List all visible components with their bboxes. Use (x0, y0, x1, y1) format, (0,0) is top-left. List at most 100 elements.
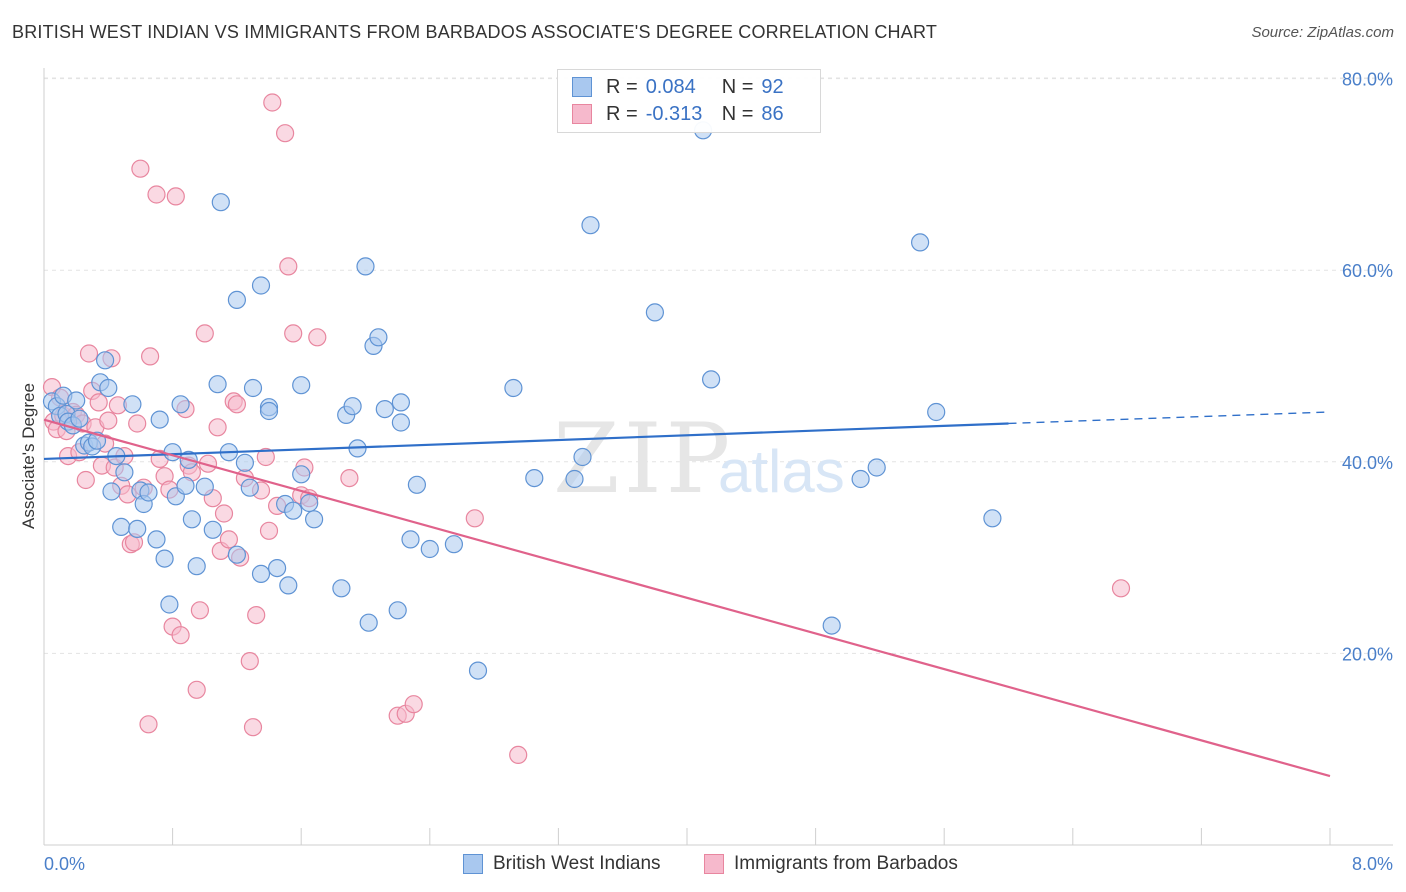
point-immigrants-barbados (404, 695, 423, 714)
y-tick-label: 60.0% (1342, 261, 1393, 281)
point-british-west-indians (102, 482, 121, 501)
legend-n-value: 86 (761, 102, 784, 125)
legend-n-label: N = (721, 102, 754, 125)
point-immigrants-barbados (131, 159, 150, 178)
point-british-west-indians (573, 447, 592, 467)
point-british-west-indians (284, 501, 303, 520)
point-british-west-indians (128, 519, 147, 539)
y-tick-labels: 20.0% 40.0% 60.0% 80.0% (1342, 70, 1393, 665)
point-immigrants-barbados (166, 187, 185, 206)
point-immigrants-barbados (509, 745, 528, 765)
trend-line-blue (43, 422, 1009, 461)
point-british-west-indians (123, 395, 142, 414)
point-british-west-indians (504, 378, 523, 398)
point-british-west-indians (227, 545, 246, 564)
legend-n-label: N = (721, 75, 754, 98)
point-british-west-indians (701, 370, 721, 389)
point-british-west-indians (70, 409, 89, 428)
point-british-west-indians (227, 290, 246, 309)
legend-swatch-blue (572, 77, 592, 97)
legend-r-label: R = (606, 75, 638, 98)
point-british-west-indians (356, 257, 375, 276)
point-british-west-indians (983, 509, 1002, 528)
point-british-west-indians (95, 351, 115, 370)
point-immigrants-barbados (240, 651, 259, 671)
point-british-west-indians (822, 616, 841, 635)
point-immigrants-barbados (284, 324, 303, 343)
point-immigrants-barbados (259, 521, 279, 540)
point-immigrants-barbados (195, 324, 214, 343)
legend-n-value: 92 (761, 75, 784, 98)
point-immigrants-barbados (187, 680, 206, 699)
point-british-west-indians (369, 328, 388, 347)
point-british-west-indians (268, 558, 287, 578)
point-british-west-indians (240, 478, 259, 497)
point-british-west-indians (99, 378, 118, 398)
point-immigrants-barbados (340, 469, 359, 488)
point-british-west-indians (525, 469, 544, 488)
y-tick-label: 80.0% (1342, 70, 1393, 90)
point-british-west-indians (468, 661, 488, 680)
point-british-west-indians (292, 376, 311, 395)
y-axis-label: Associate's Degree (19, 383, 38, 529)
point-british-west-indians (391, 393, 410, 412)
point-british-west-indians (251, 564, 271, 584)
point-british-west-indians (867, 458, 886, 477)
point-immigrants-barbados (214, 504, 234, 523)
point-british-west-indians (645, 303, 665, 322)
x-tick-labels: 0.0% 8.0% (44, 854, 1393, 874)
point-british-west-indians (211, 193, 230, 212)
point-immigrants-barbados (227, 395, 246, 414)
point-immigrants-barbados (141, 347, 160, 366)
point-british-west-indians (581, 216, 600, 235)
point-immigrants-barbados (1111, 579, 1131, 598)
point-immigrants-barbados (247, 605, 266, 625)
point-british-west-indians (910, 233, 930, 252)
axes (43, 68, 1393, 846)
x-tick-label: 8.0% (1352, 854, 1393, 874)
point-british-west-indians (182, 510, 201, 529)
chart-title: BRITISH WEST INDIAN VS IMMIGRANTS FROM B… (12, 22, 938, 42)
series-label-blue: British West Indians (493, 853, 661, 874)
legend-r-label: R = (606, 102, 638, 125)
point-immigrants-barbados (79, 344, 99, 363)
point-british-west-indians (243, 378, 263, 398)
point-british-west-indians (208, 375, 227, 394)
legend-row-blue: R = 0.084 N = 92 (572, 75, 784, 99)
point-immigrants-barbados (76, 470, 95, 490)
trend-lines (43, 411, 1331, 778)
point-british-west-indians (391, 413, 410, 432)
trend-line-blue-extension (1008, 411, 1331, 425)
point-immigrants-barbados (89, 393, 108, 412)
point-british-west-indians (163, 443, 182, 462)
legend-row-pink: R = -0.313 N = 86 (572, 102, 784, 126)
point-immigrants-barbados (208, 418, 227, 437)
point-british-west-indians (203, 520, 222, 539)
point-british-west-indians (155, 549, 174, 568)
point-british-west-indians (150, 410, 169, 429)
point-british-west-indians (851, 469, 870, 489)
point-british-west-indians (305, 510, 324, 529)
point-immigrants-barbados (99, 411, 118, 430)
point-british-west-indians (292, 465, 311, 484)
point-british-west-indians (67, 391, 86, 410)
point-immigrants-barbados (308, 328, 327, 347)
point-british-west-indians (160, 595, 179, 614)
point-british-west-indians (300, 493, 319, 513)
point-british-west-indians (565, 469, 584, 489)
point-immigrants-barbados (279, 257, 298, 276)
point-british-west-indians (444, 535, 463, 554)
point-immigrants-barbados (128, 414, 147, 433)
gridlines (44, 77, 1393, 654)
point-immigrants-barbados (256, 447, 275, 467)
point-british-west-indians (259, 401, 279, 421)
point-british-west-indians (407, 475, 426, 494)
data-points (42, 93, 1131, 765)
point-british-west-indians (251, 276, 271, 295)
point-immigrants-barbados (243, 718, 263, 737)
series-legend-pink: Immigrants from Barbados (704, 852, 958, 876)
point-immigrants-barbados (465, 509, 484, 528)
point-british-west-indians (375, 400, 394, 419)
point-british-west-indians (171, 395, 190, 414)
point-british-west-indians (147, 530, 166, 549)
